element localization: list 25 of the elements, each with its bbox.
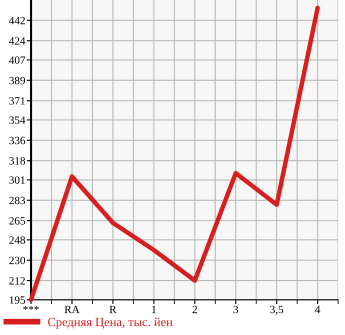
y-tick-label: 265 bbox=[9, 217, 26, 225]
y-tick-label: 248 bbox=[9, 236, 26, 244]
x-tick-label: 3,5 bbox=[270, 306, 284, 315]
y-tick-label: 389 bbox=[9, 76, 26, 84]
x-tick-label: 2 bbox=[192, 306, 197, 314]
y-tick-label: 283 bbox=[9, 196, 26, 204]
y-tick-label: 301 bbox=[9, 176, 25, 184]
y-tick-label: 318 bbox=[9, 157, 26, 165]
x-tick-label: 1 bbox=[152, 306, 156, 314]
y-tick-label: 371 bbox=[9, 97, 25, 105]
y-tick-label: 230 bbox=[9, 256, 26, 264]
x-tick-label: 3 bbox=[234, 306, 238, 314]
y-tick-label: 212 bbox=[9, 277, 25, 284]
y-tick-label: 195 bbox=[10, 296, 26, 304]
line-series bbox=[28, 6, 320, 302]
y-tick-label: 407 bbox=[9, 56, 26, 64]
y-tick-label: 354 bbox=[9, 116, 26, 124]
y-tick-label: 424 bbox=[9, 37, 26, 45]
y-tick-label: 442 bbox=[9, 16, 25, 24]
x-tick-label: 4 bbox=[315, 306, 320, 314]
y-tick-label: 336 bbox=[9, 136, 26, 144]
x-tick-label: R bbox=[110, 306, 117, 314]
x-tick-label: RA bbox=[64, 306, 80, 314]
legend-label: Средняя Цена, тыс. йен bbox=[48, 318, 172, 329]
x-tick-label: *** bbox=[23, 306, 39, 310]
